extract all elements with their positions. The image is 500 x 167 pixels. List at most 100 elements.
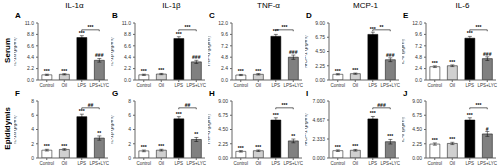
svg-text:0.00: 0.00 [412, 155, 422, 161]
svg-text:LPS+LYC: LPS+LYC [283, 83, 303, 88]
svg-text:0.000: 0.000 [312, 155, 325, 161]
svg-text:LPS: LPS [174, 83, 183, 88]
svg-text:***: *** [449, 136, 455, 142]
svg-text:***: *** [61, 68, 67, 74]
svg-text:Oil: Oil [353, 83, 359, 88]
svg-text:***: *** [176, 111, 182, 117]
svg-text:2.4: 2.4 [221, 65, 228, 71]
svg-text:***: *** [44, 68, 50, 74]
svg-text:LPS+LYC: LPS+LYC [89, 83, 109, 88]
svg-text:LPS: LPS [368, 83, 377, 88]
svg-text:9.6: 9.6 [221, 31, 228, 37]
svg-text:LPS: LPS [271, 83, 280, 88]
svg-text:Control: Control [233, 161, 248, 166]
svg-text:Control: Control [39, 83, 54, 88]
svg-text:6.6: 6.6 [27, 43, 34, 49]
svg-text:***: *** [158, 143, 164, 149]
svg-text:4.50: 4.50 [218, 126, 228, 132]
svg-text:6: 6 [31, 112, 34, 118]
svg-text:LPS: LPS [77, 83, 86, 88]
svg-text:***: *** [476, 102, 482, 108]
svg-text:LPS: LPS [77, 161, 86, 166]
svg-text:IL-1β (pg/ml): IL-1β (pg/ml) [111, 37, 114, 66]
svg-text:LPS+LYC: LPS+LYC [89, 161, 109, 166]
svg-text:***: *** [88, 24, 94, 30]
svg-text:12.0: 12.0 [218, 20, 228, 26]
svg-text:6.75: 6.75 [218, 112, 228, 118]
svg-text:Oil: Oil [353, 161, 359, 166]
svg-text:Control: Control [330, 83, 345, 88]
svg-text:Oil: Oil [450, 161, 456, 166]
svg-text:***: *** [176, 31, 182, 37]
svg-text:4.50: 4.50 [412, 126, 422, 132]
svg-text:4.667: 4.667 [312, 117, 325, 123]
svg-text:***: *** [467, 112, 473, 118]
svg-text:0.0: 0.0 [221, 77, 228, 83]
svg-text:***: *** [282, 102, 288, 108]
svg-text:###: ### [192, 54, 201, 60]
svg-text:IL-6 (pg/ml): IL-6 (pg/ml) [402, 116, 405, 142]
svg-text:7.2: 7.2 [415, 43, 422, 49]
svg-text:Oil: Oil [256, 83, 262, 88]
svg-text:***: *** [335, 144, 341, 150]
svg-text:LPS+LYC: LPS+LYC [186, 161, 206, 166]
svg-text:LPS: LPS [465, 83, 474, 88]
svg-text:4: 4 [128, 126, 131, 132]
svg-text:***: *** [185, 24, 191, 30]
svg-text:8.8: 8.8 [124, 31, 131, 37]
svg-text:2.2: 2.2 [27, 65, 34, 71]
svg-text:***: *** [255, 68, 261, 74]
svg-text:Control: Control [39, 161, 54, 166]
svg-text:##: ## [88, 102, 94, 108]
svg-text:6.75: 6.75 [412, 112, 422, 118]
svg-text:###: ### [386, 52, 395, 58]
svg-text:**: ** [291, 133, 295, 139]
svg-text:8.8: 8.8 [27, 31, 34, 37]
svg-text:2: 2 [128, 141, 131, 147]
svg-text:0.00: 0.00 [315, 77, 325, 83]
svg-text:Control: Control [233, 83, 248, 88]
svg-text:4.8: 4.8 [415, 54, 422, 60]
svg-text:###: ### [377, 102, 386, 108]
svg-text:***: *** [370, 26, 376, 32]
svg-text:2.2: 2.2 [124, 65, 131, 71]
svg-text:8: 8 [31, 98, 34, 104]
svg-text:9.00: 9.00 [315, 20, 325, 26]
svg-text:***: *** [449, 59, 455, 65]
svg-text:MCP-1 (pg/ml): MCP-1 (pg/ml) [305, 35, 308, 68]
svg-text:4.8: 4.8 [221, 54, 228, 60]
svg-text:7.2: 7.2 [221, 43, 228, 49]
svg-text:11.0: 11.0 [122, 20, 132, 26]
svg-text:**: ** [97, 130, 101, 136]
svg-text:4.4: 4.4 [27, 54, 34, 60]
svg-text:4.50: 4.50 [315, 48, 325, 54]
svg-text:***: *** [79, 108, 85, 114]
svg-text:0.00: 0.00 [218, 155, 228, 161]
svg-text:2.4: 2.4 [415, 65, 422, 71]
svg-text:LPS+LYC: LPS+LYC [380, 161, 400, 166]
svg-text:Oil: Oil [159, 83, 165, 88]
svg-text:Oil: Oil [159, 161, 165, 166]
svg-text:***: *** [273, 112, 279, 118]
svg-text:6: 6 [128, 112, 131, 118]
svg-text:***: *** [467, 30, 473, 36]
svg-text:***: *** [61, 143, 67, 149]
svg-text:LPS+LYC: LPS+LYC [380, 83, 400, 88]
svg-text:##: ## [185, 102, 191, 108]
svg-text:9.6: 9.6 [415, 31, 422, 37]
svg-text:***: *** [238, 145, 244, 151]
svg-text:***: *** [141, 68, 147, 74]
svg-text:0: 0 [31, 155, 34, 161]
svg-text:0.0: 0.0 [124, 77, 131, 83]
svg-text:4.4: 4.4 [124, 54, 131, 60]
svg-text:LPS: LPS [368, 161, 377, 166]
svg-text:***: *** [476, 24, 482, 30]
svg-text:***: *** [255, 144, 261, 150]
svg-text:LPS+LYC: LPS+LYC [283, 161, 303, 166]
svg-text:8: 8 [128, 98, 131, 104]
svg-text:***: *** [273, 28, 279, 34]
svg-text:***: *** [387, 133, 393, 139]
svg-text:MCP-1 (pg/ml): MCP-1 (pg/ml) [305, 113, 308, 146]
svg-text:***: *** [44, 143, 50, 149]
svg-text:9.00: 9.00 [218, 98, 228, 104]
